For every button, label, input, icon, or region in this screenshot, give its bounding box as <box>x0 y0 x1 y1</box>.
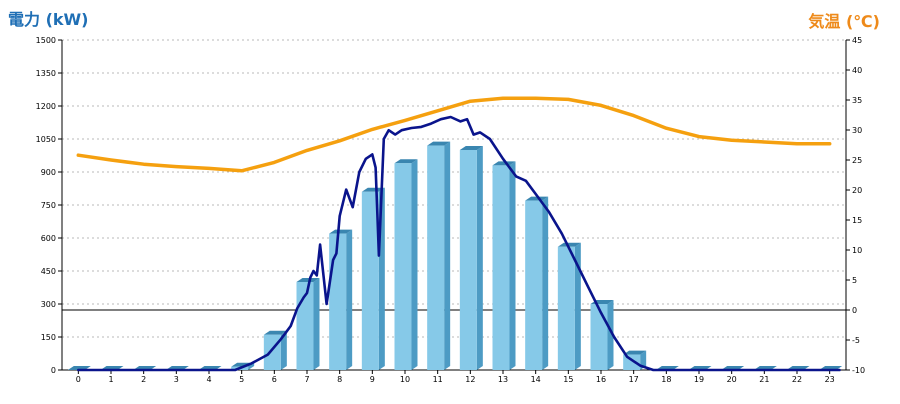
x-tick-label: 1 <box>108 375 113 384</box>
x-tick-label: 21 <box>759 375 769 384</box>
right-tick-label: -5 <box>852 336 860 345</box>
x-tick-label: 19 <box>694 375 704 384</box>
left-tick-label: 0 <box>51 366 56 375</box>
bar-side <box>313 278 320 370</box>
bar-front <box>525 200 543 370</box>
bar-top <box>525 196 549 201</box>
left-tick-label: 1200 <box>36 102 56 111</box>
bar-side <box>476 146 483 370</box>
bar-top <box>263 330 287 335</box>
x-tick-label: 7 <box>304 375 309 384</box>
bar <box>459 146 483 370</box>
bar <box>590 300 614 370</box>
bar <box>329 229 353 370</box>
bar-top <box>557 242 581 247</box>
bar-top <box>394 159 418 164</box>
bar-side <box>248 362 255 370</box>
right-axis-title: 気温 (℃) <box>808 12 880 31</box>
right-tick-label: -10 <box>852 366 865 375</box>
bar-front <box>263 334 281 370</box>
left-tick-label: 150 <box>41 333 56 342</box>
bar-front <box>492 165 510 370</box>
right-tick-label: 45 <box>852 36 862 45</box>
left-tick-label: 1500 <box>36 36 56 45</box>
bar-side <box>509 161 516 370</box>
right-tick-label: 0 <box>852 306 857 315</box>
bar <box>394 159 418 370</box>
temperature-line <box>76 96 832 173</box>
x-tick-label: 3 <box>174 375 179 384</box>
bar-side <box>411 159 418 370</box>
right-tick-label: 10 <box>852 246 862 255</box>
x-tick-label: 16 <box>596 375 606 384</box>
bar-side <box>444 141 451 370</box>
bar <box>557 242 581 370</box>
x-tick-label: 14 <box>531 375 541 384</box>
bar-front <box>361 191 379 370</box>
right-tick-label: 40 <box>852 66 862 75</box>
x-tick-label: 12 <box>465 375 475 384</box>
x-tick-label: 22 <box>792 375 802 384</box>
right-tick-label: 30 <box>852 126 862 135</box>
x-tick-label: 0 <box>76 375 81 384</box>
right-tick-label: 35 <box>852 96 862 105</box>
bar-front <box>394 163 412 370</box>
x-tick-label: 13 <box>498 375 508 384</box>
x-tick-label: 17 <box>629 375 639 384</box>
x-tick-label: 2 <box>141 375 146 384</box>
x-tick-label: 5 <box>239 375 244 384</box>
bar-top <box>329 229 353 234</box>
bar-side <box>346 229 353 370</box>
left-tick-label: 1350 <box>36 69 56 78</box>
bar-front <box>557 246 575 370</box>
bar-top <box>623 350 647 355</box>
bar-top <box>361 187 385 192</box>
right-tick-label: 20 <box>852 186 862 195</box>
bar-front <box>459 150 477 370</box>
left-tick-label: 1050 <box>36 135 56 144</box>
bar-front <box>590 304 608 370</box>
x-tick-label: 20 <box>727 375 737 384</box>
power-line <box>77 115 841 372</box>
x-tick-label: 11 <box>433 375 443 384</box>
bar-front <box>329 233 347 370</box>
bar <box>492 161 516 370</box>
x-tick-label: 23 <box>825 375 835 384</box>
bar-side <box>280 330 287 370</box>
x-tick-label: 10 <box>400 375 410 384</box>
bar-top <box>492 161 516 166</box>
left-tick-label: 300 <box>41 300 56 309</box>
bar-side <box>607 300 614 370</box>
left-tick-label: 600 <box>41 234 56 243</box>
bar-top <box>427 141 451 146</box>
bar-top <box>296 278 320 282</box>
x-tick-label: 9 <box>370 375 375 384</box>
left-tick-label: 450 <box>41 267 56 276</box>
x-tick-label: 15 <box>563 375 573 384</box>
x-tick-label: 18 <box>661 375 671 384</box>
right-tick-label: 15 <box>852 216 862 225</box>
bar-front <box>427 145 445 370</box>
left-tick-label: 750 <box>41 201 56 210</box>
bar <box>525 196 549 370</box>
x-tick-label: 8 <box>337 375 342 384</box>
bar-top <box>459 146 483 150</box>
left-tick-label: 900 <box>41 168 56 177</box>
bar-side <box>542 196 549 370</box>
bar <box>427 141 451 370</box>
x-tick-label: 4 <box>206 375 211 384</box>
right-tick-label: 5 <box>852 276 857 285</box>
right-tick-label: 25 <box>852 156 862 165</box>
bar-side <box>574 242 581 370</box>
left-axis-title: 電力 (kW) <box>8 10 89 29</box>
x-tick-label: 6 <box>272 375 277 384</box>
